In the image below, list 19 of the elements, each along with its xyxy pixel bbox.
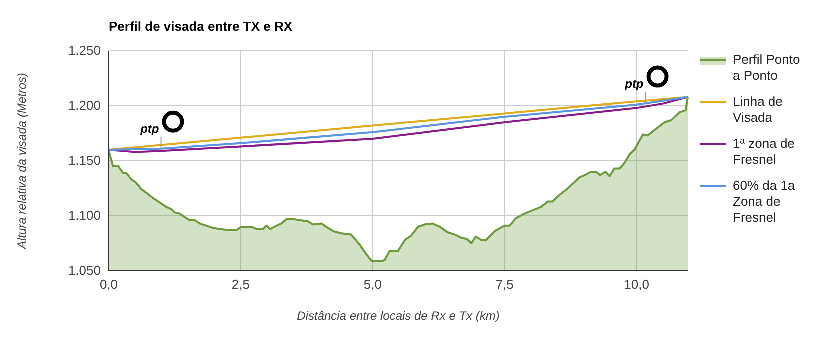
y-tick-label: 1.050 <box>68 263 101 278</box>
annotation: ptp <box>624 76 644 91</box>
legend-label: 60% da 1a Zona de Fresnel <box>733 178 796 225</box>
y-tick-label: 1.150 <box>68 153 101 168</box>
legend-label: 1ª zona de Fresnel <box>733 136 795 167</box>
y-tick-label: 1.200 <box>68 98 101 113</box>
x-tick-label: 10,0 <box>624 277 650 292</box>
y-tick-label: 1.100 <box>68 208 101 223</box>
x-axis-title: Distância entre locais de Rx e Tx (km) <box>297 309 500 323</box>
x-tick-label: 2,5 <box>232 277 250 292</box>
chart-title: Perfil de visada entre TX e RX <box>109 19 293 34</box>
x-tick-label: 0,0 <box>100 277 118 292</box>
legend-label: Linha de Visada <box>733 94 783 125</box>
y-axis-title: Altura relativa da visada (Metros) <box>15 72 29 250</box>
annotation: ptp <box>140 122 160 136</box>
x-tick-label: 7,5 <box>496 277 514 292</box>
legend-label: Perfil Ponto a Ponto <box>733 52 800 83</box>
y-tick-label: 1.250 <box>68 43 101 58</box>
x-tick-label: 5,0 <box>364 277 382 292</box>
